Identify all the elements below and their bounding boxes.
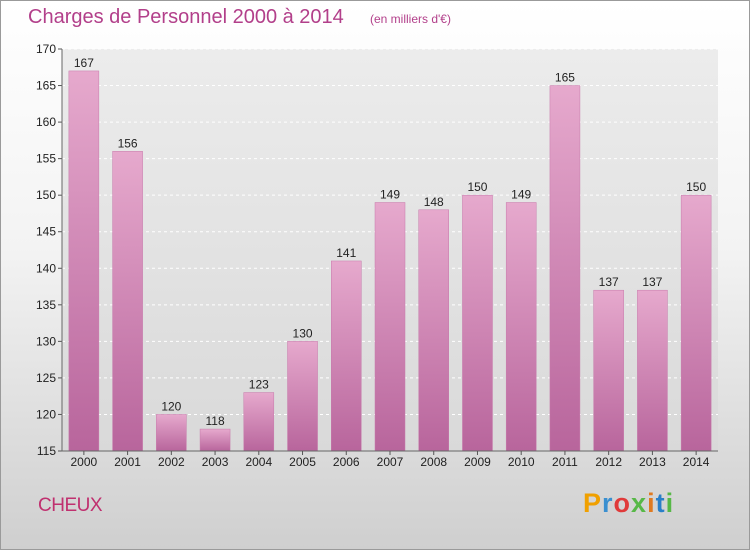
axis-line [61, 49, 718, 452]
bar-2008 [418, 209, 449, 452]
y-tick-label: 130 [36, 334, 56, 348]
x-tick-label: 2003 [202, 455, 229, 469]
bar-2007 [374, 202, 406, 452]
bar-2002 [156, 414, 187, 452]
y-tick-label: 170 [36, 42, 56, 56]
x-tick-label: 2005 [289, 455, 316, 469]
bar-2004 [243, 392, 275, 452]
value-label: 141 [336, 246, 356, 260]
y-tick-label: 120 [36, 407, 56, 421]
bar-2010 [505, 202, 537, 452]
y-tick-label: 165 [36, 79, 56, 93]
x-tick-label: 2001 [114, 455, 141, 469]
y-tick-label: 145 [36, 225, 56, 239]
value-label: 167 [74, 56, 94, 70]
proxiti-logo: Proxiti [583, 488, 674, 519]
x-tick-label: 2007 [377, 455, 404, 469]
logo-letter: i [665, 488, 675, 518]
value-label: 149 [511, 187, 531, 201]
logo-letter: o [613, 488, 632, 518]
value-label: 130 [293, 326, 313, 340]
x-tick-label: 2006 [333, 455, 360, 469]
value-label: 148 [424, 195, 444, 209]
bar-2006 [331, 260, 362, 452]
x-tick-label: 2014 [683, 455, 710, 469]
bar-2014 [680, 194, 712, 452]
y-tick-label: 150 [36, 188, 56, 202]
chart-unit: (en milliers d'€) [370, 12, 451, 26]
y-tick-label: 135 [36, 298, 56, 312]
value-label: 150 [467, 180, 487, 194]
y-tick-label: 115 [37, 444, 56, 458]
value-label: 150 [686, 180, 706, 194]
y-tick-label: 140 [36, 261, 56, 275]
value-label: 165 [555, 71, 575, 85]
logo-letter: t [655, 488, 666, 518]
value-label: 118 [205, 414, 224, 428]
bar-2012 [593, 289, 624, 452]
x-tick-label: 2000 [71, 455, 98, 469]
x-tick-label: 2009 [464, 455, 491, 469]
chart-title: Charges de Personnel 2000 à 2014 [28, 6, 344, 28]
value-label: 137 [642, 275, 662, 289]
commune-name: CHEUX [38, 495, 103, 516]
x-tick-label: 2004 [245, 455, 272, 469]
value-label: 123 [249, 378, 269, 392]
value-label: 149 [380, 187, 400, 201]
value-label: 137 [599, 275, 619, 289]
logo-letter: i [647, 488, 656, 518]
bar-2013 [637, 289, 668, 452]
logo-letter: x [631, 488, 648, 518]
logo-letter: P [583, 488, 603, 518]
x-tick-label: 2013 [639, 455, 666, 469]
x-tick-label: 2011 [552, 455, 578, 469]
y-tick-label: 125 [36, 371, 56, 385]
x-tick-label: 2002 [158, 455, 185, 469]
bar-2003 [199, 428, 231, 452]
x-tick-label: 2010 [508, 455, 535, 469]
bar-2009 [462, 194, 493, 452]
bar-2000 [68, 70, 100, 452]
x-tick-label: 2008 [420, 455, 447, 469]
bar-2001 [112, 151, 143, 452]
y-tick-label: 155 [36, 152, 56, 166]
value-label: 120 [161, 399, 181, 413]
bar-2005 [287, 341, 318, 452]
logo-letter: r [602, 488, 614, 518]
x-tick-label: 2012 [595, 455, 622, 469]
bar-2011 [549, 85, 581, 452]
y-tick-label: 160 [36, 115, 56, 129]
value-label: 156 [118, 136, 138, 150]
